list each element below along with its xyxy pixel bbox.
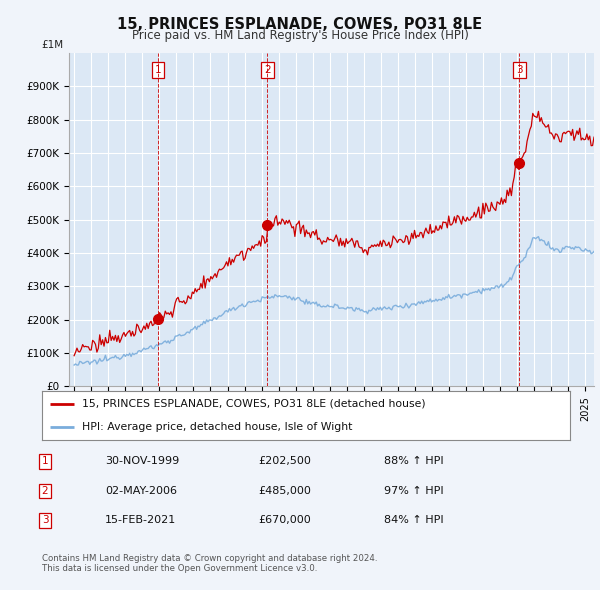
Text: 15-FEB-2021: 15-FEB-2021 [105,516,176,525]
Text: HPI: Average price, detached house, Isle of Wight: HPI: Average price, detached house, Isle… [82,422,352,432]
Text: 84% ↑ HPI: 84% ↑ HPI [384,516,443,525]
Text: This data is licensed under the Open Government Licence v3.0.: This data is licensed under the Open Gov… [42,565,317,573]
Text: 30-NOV-1999: 30-NOV-1999 [105,457,179,466]
Text: £202,500: £202,500 [258,457,311,466]
Text: 1: 1 [41,457,49,466]
Text: £1M: £1M [41,41,64,50]
Text: 3: 3 [41,516,49,525]
Text: 15, PRINCES ESPLANADE, COWES, PO31 8LE (detached house): 15, PRINCES ESPLANADE, COWES, PO31 8LE (… [82,399,425,409]
Text: 2: 2 [41,486,49,496]
Text: 97% ↑ HPI: 97% ↑ HPI [384,486,443,496]
Text: 15, PRINCES ESPLANADE, COWES, PO31 8LE: 15, PRINCES ESPLANADE, COWES, PO31 8LE [118,17,482,31]
Text: 1: 1 [155,65,161,75]
Text: £670,000: £670,000 [258,516,311,525]
Text: 2: 2 [264,65,271,75]
Text: Price paid vs. HM Land Registry's House Price Index (HPI): Price paid vs. HM Land Registry's House … [131,30,469,42]
Text: £485,000: £485,000 [258,486,311,496]
Text: 3: 3 [516,65,523,75]
Text: 88% ↑ HPI: 88% ↑ HPI [384,457,443,466]
Text: Contains HM Land Registry data © Crown copyright and database right 2024.: Contains HM Land Registry data © Crown c… [42,554,377,563]
Text: 02-MAY-2006: 02-MAY-2006 [105,486,177,496]
